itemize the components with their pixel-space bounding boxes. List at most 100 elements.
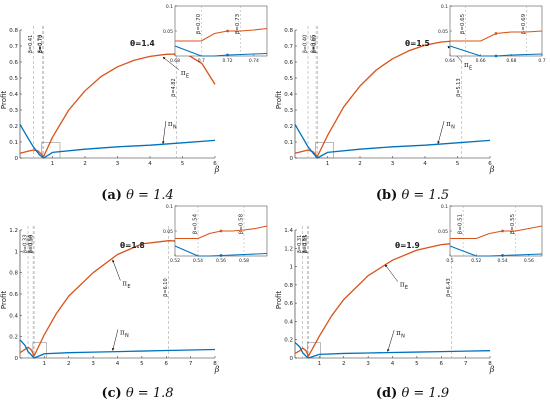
x-tick-label: 3 (116, 161, 120, 167)
vline-label: β=6.10 (163, 278, 169, 297)
vline-label: β=0.41 (28, 35, 34, 54)
series-label: π (122, 279, 127, 287)
x-tick-label: 5 (140, 361, 144, 367)
inset-y-tick-label: 0.1 (166, 204, 173, 210)
y-tick-label: 0.2 (9, 124, 18, 130)
y-tick-label: 0.5 (9, 76, 18, 82)
y-tick-label: 0 (15, 356, 19, 362)
zoom-box (306, 342, 321, 359)
y-tick-label: 0.8 (284, 28, 293, 34)
x-tick-label: 5 (415, 361, 419, 367)
inset-vline-label: β=0.69 (521, 13, 527, 34)
series-label: π (464, 61, 469, 69)
x-tick-label: 2 (83, 161, 87, 167)
vline-label: β=0.70 (37, 35, 43, 54)
series-arrow (384, 264, 399, 282)
zoom-box (41, 142, 61, 159)
vline-label: β=0.40 (303, 35, 309, 54)
x-tick-label: 1 (326, 161, 330, 167)
x-tick-label: 4 (423, 161, 427, 167)
y-tick-label: 0.2 (284, 124, 293, 130)
inset-vline-label: β=0.58 (239, 213, 245, 234)
series-arrow (111, 329, 119, 351)
x-tick-label: 6 (213, 161, 217, 167)
x-tick-label: 7 (464, 361, 468, 367)
x-tick-label: 8 (213, 361, 217, 367)
panel-caption-c: (c) θ = 1.8 (101, 386, 174, 401)
series-line-pi-n (294, 341, 491, 359)
y-tick-label: 0.1 (9, 140, 18, 146)
y-tick-label: 1.2 (9, 228, 18, 234)
inset-series-marker (501, 229, 504, 233)
inset-x-tick-label: 0.58 (239, 258, 249, 264)
vline-label: β=0.51 (302, 235, 308, 254)
inset-series-line (174, 45, 268, 57)
y-tick-label: 0.6 (9, 60, 18, 66)
inset-x-tick-label: 0.68 (506, 58, 516, 64)
series-label: π (446, 120, 451, 128)
series-line-pi-e (294, 243, 491, 357)
inset-x-tick-label: 0.72 (223, 58, 233, 64)
series-line-pi-e (19, 240, 216, 357)
y-axis-label: Profit (0, 291, 8, 310)
vline-label: β=0.31 (297, 235, 303, 254)
x-tick-label: 7 (189, 361, 193, 367)
inset-vline-label: β=0.65 (460, 13, 466, 34)
y-axis-label: Profit (275, 291, 283, 310)
inset-x-tick-label: 0.68 (170, 58, 180, 64)
series-label: π (400, 281, 405, 289)
inset-series-line (449, 245, 543, 257)
series-label-sub: N (451, 125, 455, 131)
x-tick-label: 2 (358, 161, 362, 167)
y-tick-label: 0.3 (9, 108, 18, 114)
inset-series-marker (219, 229, 223, 233)
x-tick-label: 6 (488, 161, 492, 167)
y-axis-label: Profit (0, 91, 8, 110)
inset-series-marker (219, 254, 223, 257)
y-tick-label: 0.4 (284, 92, 293, 98)
inset-x-tick-label: 0.7 (198, 58, 205, 64)
series-line-pi-n (19, 124, 216, 159)
inset-x-tick-label: 0.7 (538, 58, 545, 64)
x-tick-label: 6 (440, 361, 444, 367)
y-tick-label: 0.7 (9, 44, 18, 50)
x-tick-label: 3 (391, 161, 395, 167)
inset-series-marker (494, 32, 498, 35)
vline-label: β=0.33 (23, 235, 29, 254)
y-tick-label: 0.6 (284, 301, 293, 307)
y-tick-label: 0.1 (284, 140, 293, 146)
vline-label: β=6.43 (446, 278, 452, 297)
series-line-pi-e (294, 39, 491, 158)
inset-x-tick-label: 0.52 (170, 258, 180, 264)
series-label-sub: N (173, 125, 177, 131)
y-tick-label: 0.2 (284, 338, 293, 344)
vline-label: β=4.82 (171, 78, 177, 97)
y-tick-label: 0.2 (9, 335, 18, 341)
inset-series-marker (226, 53, 229, 57)
inset-vline-label: β=0.54 (193, 213, 199, 234)
vline-label: β=0.58 (29, 235, 35, 254)
y-tick-label: 0.8 (9, 271, 18, 277)
x-tick-label: 8 (488, 361, 492, 367)
y-tick-label: 0 (290, 156, 294, 162)
inset-x-tick-label: 0.56 (524, 258, 534, 264)
vline-label: β=0.65 (311, 35, 317, 54)
x-tick-label: 2 (67, 361, 71, 367)
x-axis-label: β (214, 365, 220, 374)
inset-y-tick-label: 0.05 (163, 229, 173, 235)
x-tick-label: 6 (165, 361, 169, 367)
x-tick-label: 2 (342, 361, 346, 367)
chart-panel-1: 0 0.1 0.2 0.3 0.4 0.5 0.6 0.7 0.8 1 2 3 4 5 6 Profit β β=… (275, 4, 546, 174)
vline-label: β=0.69 (312, 35, 318, 54)
y-tick-label: 1.4 (284, 228, 293, 234)
inset-y-tick-label: 0.05 (438, 229, 448, 235)
inset-y-tick-label: 0.05 (438, 29, 448, 35)
inset-y-tick-label: 0.05 (163, 29, 173, 35)
series-label-sub: N (125, 333, 129, 339)
panel-caption-a: (a) θ = 1.4 (101, 188, 174, 203)
series-arrow (162, 120, 167, 144)
inset-x-tick-label: 0.64 (445, 58, 455, 64)
x-tick-label: 5 (456, 161, 460, 167)
inset-y-tick-label: 0.1 (166, 4, 173, 10)
x-tick-label: 3 (91, 361, 95, 367)
